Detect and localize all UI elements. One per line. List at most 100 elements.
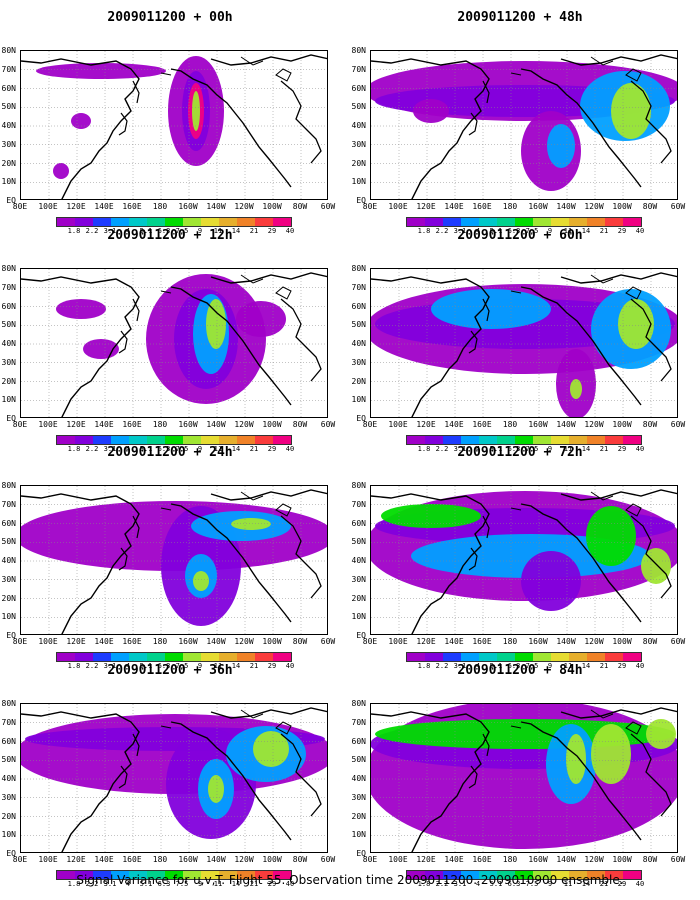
colorbar-label: 7.5 — [175, 880, 189, 888]
colorbar-label: 9 — [547, 662, 553, 670]
lat-tick-label: 80N — [351, 264, 366, 273]
colorbar-label: 7.5 — [175, 445, 189, 453]
lon-tick-label: 60W — [670, 202, 686, 211]
lat-tick-label: 40N — [351, 339, 366, 348]
colorbar-label: 4 — [475, 662, 481, 670]
lat-tick-label: 70N — [1, 282, 16, 292]
colorbar-label: 9 — [197, 662, 203, 670]
colorbar-label: 40 — [635, 880, 645, 888]
colorbar-label: 9 — [547, 227, 553, 235]
lon-tick-label: 80W — [292, 637, 308, 646]
colorbar-label: 4 — [475, 880, 481, 888]
figure-caption: Signal Variance for u,v,T. Flight 55. Ob… — [76, 873, 624, 887]
colorbar-label: 29 — [617, 227, 627, 235]
panel-title: 2009011200 + 72h — [457, 445, 583, 460]
lat-tick-label: 30N — [351, 139, 366, 149]
lat-tick-label: 20N — [1, 158, 16, 168]
panel-title: 2009011200 + 60h — [457, 228, 583, 243]
map-frame — [20, 703, 328, 853]
colorbar-label: 21 — [249, 445, 259, 453]
lat-tick-label: 30N — [1, 792, 16, 802]
colorbar-label: 2.2 — [85, 662, 99, 670]
lat-tick-label: 20N — [351, 811, 366, 821]
lat-tick-label: 70N — [1, 64, 16, 74]
colorbar-label: 21 — [599, 880, 609, 888]
colorbar-label: 29 — [267, 227, 277, 235]
lon-tick-label: 140W — [556, 420, 576, 429]
colorbar — [406, 652, 642, 662]
lat-tick-label: 20N — [1, 593, 16, 603]
lon-tick-label: 80E — [362, 637, 378, 646]
colorbar-label: 21 — [249, 227, 259, 235]
lon-tick-label: 160E — [472, 855, 492, 864]
lat-tick-label: EQ — [6, 849, 16, 858]
forecast-panel: 2009011200 + 84h 80N 70N 60N 50N 40N 30N 20N 10… — [350, 663, 690, 888]
lon-tick-label: 140E — [444, 420, 464, 429]
lon-tick-label: 160E — [472, 202, 492, 211]
colorbar — [56, 217, 292, 227]
colorbar-label: 9 — [197, 227, 203, 235]
map-frame — [20, 268, 328, 418]
lat-tick-label: 50N — [351, 320, 366, 330]
colorbar — [56, 435, 292, 445]
lon-tick-label: 120E — [416, 202, 436, 211]
lon-tick-label: 80E — [362, 202, 378, 211]
lon-tick-label: 80E — [362, 855, 378, 864]
panel-title: 2009011200 + 12h — [107, 228, 233, 243]
colorbar-label: 6.3 — [157, 445, 171, 453]
colorbar-label: 14 — [231, 227, 241, 235]
lon-tick-label: 80W — [292, 855, 308, 864]
lon-tick-label: 80E — [12, 855, 28, 864]
lat-tick-label: 60N — [1, 301, 16, 311]
lon-tick-label: 120W — [584, 420, 604, 429]
lat-tick-label: 40N — [1, 774, 16, 783]
lat-tick-label: 20N — [1, 376, 16, 386]
lon-tick-label: 100W — [262, 855, 282, 864]
lon-tick-label: 80W — [292, 420, 308, 429]
lon-tick-label: 140W — [556, 202, 576, 211]
lon-tick-label: 100E — [38, 637, 58, 646]
colorbar-label: 3.1 — [103, 227, 117, 235]
colorbar-label: 11 — [563, 445, 573, 453]
lon-tick-label: 160E — [122, 420, 142, 429]
lat-tick-label: 40N — [351, 556, 366, 565]
lon-tick-label: 120W — [584, 637, 604, 646]
colorbar-label: 14 — [581, 880, 591, 888]
lon-tick-label: 140W — [206, 855, 226, 864]
lat-tick-label: 10N — [1, 395, 16, 405]
lat-tick-label: 80N — [351, 699, 366, 708]
lon-tick-label: 160E — [122, 855, 142, 864]
colorbar-label: 1.8 — [417, 662, 431, 670]
lon-tick-label: 180 — [502, 855, 518, 864]
lon-tick-label: 120W — [234, 637, 254, 646]
lat-tick-label: 80N — [351, 481, 366, 490]
panel-title: 2009011200 + 48h — [457, 10, 583, 25]
lat-tick-label: 10N — [351, 612, 366, 622]
signal-variance-map — [371, 269, 677, 417]
lon-tick-label: 100W — [612, 202, 632, 211]
lon-tick-label: 140E — [94, 855, 114, 864]
lat-tick-label: 30N — [1, 574, 16, 584]
panel-title: 2009011200 + 84h — [457, 663, 583, 678]
lat-tick-label: 20N — [351, 376, 366, 386]
lon-tick-label: 160W — [178, 637, 198, 646]
lat-tick-label: 70N — [351, 499, 366, 509]
colorbar-label: 7.5 — [175, 662, 189, 670]
forecast-panel: 2009011200 + 00h 80N 70N 60N 50N 40N 30N 20N 10… — [0, 10, 340, 235]
lon-tick-label: 120E — [416, 637, 436, 646]
colorbar — [56, 870, 292, 880]
colorbar — [56, 652, 292, 662]
signal-variance-map — [21, 704, 327, 852]
colorbar-label: 40 — [285, 227, 295, 235]
lat-tick-label: 40N — [1, 121, 16, 130]
lon-tick-label: 140E — [94, 420, 114, 429]
colorbar-label: 9 — [197, 880, 203, 888]
colorbar-label: 6.3 — [507, 445, 521, 453]
colorbar-label: 3.1 — [453, 445, 467, 453]
colorbar-label: 21 — [249, 662, 259, 670]
lat-tick-label: 10N — [351, 395, 366, 405]
colorbar-label: 14 — [231, 880, 241, 888]
colorbar-label: 2.2 — [85, 445, 99, 453]
lon-tick-label: 180 — [152, 420, 168, 429]
map-frame — [370, 50, 678, 200]
